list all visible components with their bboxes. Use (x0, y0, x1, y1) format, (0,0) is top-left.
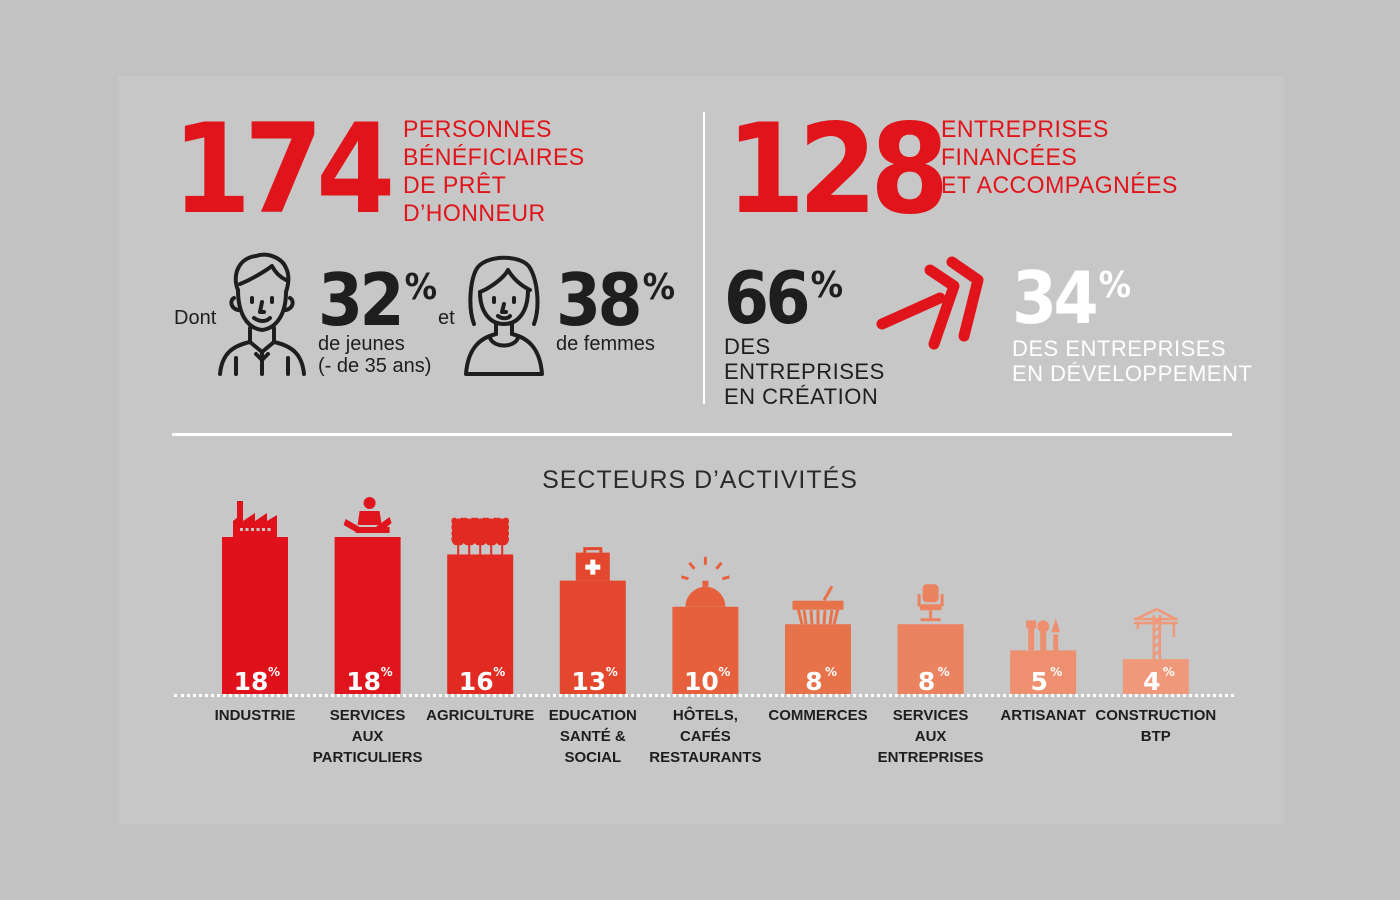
wheat-icon (451, 517, 510, 555)
category-label: AUX (352, 728, 384, 745)
creation-label-line: DES (724, 334, 771, 359)
category-label: CONSTRUCTION (1095, 707, 1216, 724)
category-label: SERVICES (893, 707, 969, 724)
jeunes-label: de jeunes (- de 35 ans) (318, 333, 431, 377)
bar-unit-label: % (606, 665, 618, 679)
chart-baseline (174, 694, 1234, 697)
medical-bag-icon (575, 547, 610, 581)
dev-label: DES ENTREPRISES EN DÉVELOPPEMENT (1012, 336, 1252, 386)
bar-unit-label: % (825, 665, 837, 679)
category-label: SOCIAL (564, 749, 621, 766)
bar-unit-label: % (938, 665, 950, 679)
femmes-value: 38 (556, 258, 643, 342)
bar-value-label: 4 (1143, 667, 1160, 696)
percent-symbol: % (642, 267, 676, 308)
category-label: CAFÉS (680, 728, 731, 745)
category-label: ARTISANAT (1000, 707, 1086, 724)
category-label: HÔTELS, (673, 706, 738, 724)
bar-unit-label: % (718, 665, 730, 679)
category-label: AGRICULTURE (426, 707, 534, 724)
bar-unit-label: % (381, 665, 393, 679)
percent-symbol: % (810, 265, 844, 306)
bar (1122, 659, 1189, 694)
category-label: BTP (1141, 728, 1171, 745)
percent-symbol: % (404, 267, 438, 308)
entreprises-label-line: FINANCÉES (941, 144, 1078, 171)
shopping-basket-icon (792, 585, 844, 625)
entreprises-label-line: ET ACCOMPAGNÉES (941, 172, 1178, 199)
jeunes-label-line: (- de 35 ans) (318, 355, 432, 377)
category-label: AUX (915, 728, 947, 745)
creation-value: 66 (724, 256, 811, 340)
category-label: SANTÉ & (560, 728, 626, 745)
bar (1010, 650, 1077, 694)
femmes-label: de femmes (556, 333, 655, 355)
entreprises-count: 128 (726, 98, 949, 242)
bar-value-label: 8 (918, 667, 935, 696)
bar-unit-label: % (1050, 665, 1062, 679)
dev-percentage: 34% (1012, 262, 1131, 334)
jeunes-percentage: 32% (318, 264, 437, 336)
jeunes-label-line: de jeunes (318, 333, 405, 355)
bar-value-label: 16 (459, 667, 494, 696)
percent-symbol: % (1098, 265, 1132, 306)
dev-label-line: EN DÉVELOPPEMENT (1012, 361, 1253, 386)
crane-icon (1133, 607, 1178, 660)
beneficiaries-label-line: PERSONNES (403, 116, 552, 143)
bar-unit-label: % (493, 665, 505, 679)
creation-label: DES ENTREPRISES EN CRÉATION (724, 334, 885, 409)
entreprises-label: ENTREPRISES FINANCÉES ET ACCOMPAGNÉES (941, 116, 1178, 200)
category-label: RESTAURANTS (649, 749, 761, 766)
bar-value-label: 10 (684, 667, 719, 696)
office-chair-icon (917, 584, 944, 622)
bar (897, 624, 964, 694)
double-chevron-arrow-icon (876, 256, 984, 350)
et-text: et (438, 307, 455, 329)
bar (447, 554, 514, 694)
creation-percentage: 66% (724, 262, 843, 334)
bar-unit-label: % (1163, 665, 1175, 679)
category-label: PARTICULIERS (313, 749, 423, 766)
bar-unit-label: % (268, 665, 280, 679)
service-bell-icon (680, 556, 730, 607)
femmes-percentage: 38% (556, 264, 675, 336)
creation-label-line: EN CRÉATION (724, 384, 879, 409)
young-man-icon (218, 252, 306, 376)
bar (785, 624, 851, 694)
category-label: EDUCATION (549, 707, 637, 724)
bar-value-label: 18 (346, 667, 381, 696)
category-label: ENTREPRISES (878, 749, 984, 766)
category-label: SERVICES (330, 707, 406, 724)
tools-icon (1026, 618, 1061, 651)
jeunes-value: 32 (318, 258, 405, 342)
person-service-icon (343, 497, 392, 533)
beneficiaries-label: PERSONNES BÉNÉFICIAIRES DE PRÊT D’HONNEU… (403, 116, 585, 228)
beneficiaries-label-line: DE PRÊT (403, 172, 507, 199)
beneficiaries-label-line: D’HONNEUR (403, 200, 546, 227)
category-label: COMMERCES (768, 707, 867, 724)
bar-value-label: 13 (571, 667, 606, 696)
bar-value-label: 18 (234, 667, 269, 696)
bar (672, 606, 739, 694)
creation-label-line: ENTREPRISES (724, 359, 885, 384)
horizontal-divider (172, 433, 1232, 436)
dev-value: 34 (1012, 256, 1099, 340)
entreprises-label-line: ENTREPRISES (941, 116, 1109, 143)
beneficiaries-count: 174 (172, 98, 395, 242)
bar-value-label: 5 (1030, 667, 1047, 696)
woman-icon (464, 255, 544, 376)
dev-label-line: DES ENTREPRISES (1012, 336, 1227, 361)
beneficiaries-label-line: BÉNÉFICIAIRES (403, 144, 585, 171)
bar (222, 537, 288, 694)
dont-text: Dont (174, 307, 217, 329)
chart-title: SECTEURS D’ACTIVITÉS (542, 466, 858, 494)
infographic-panel (118, 76, 1284, 824)
bar (559, 580, 626, 694)
factory-icon (233, 501, 277, 537)
vertical-divider (703, 112, 705, 404)
bar (334, 537, 401, 694)
bar-value-label: 8 (805, 667, 822, 696)
category-label: INDUSTRIE (215, 707, 296, 724)
